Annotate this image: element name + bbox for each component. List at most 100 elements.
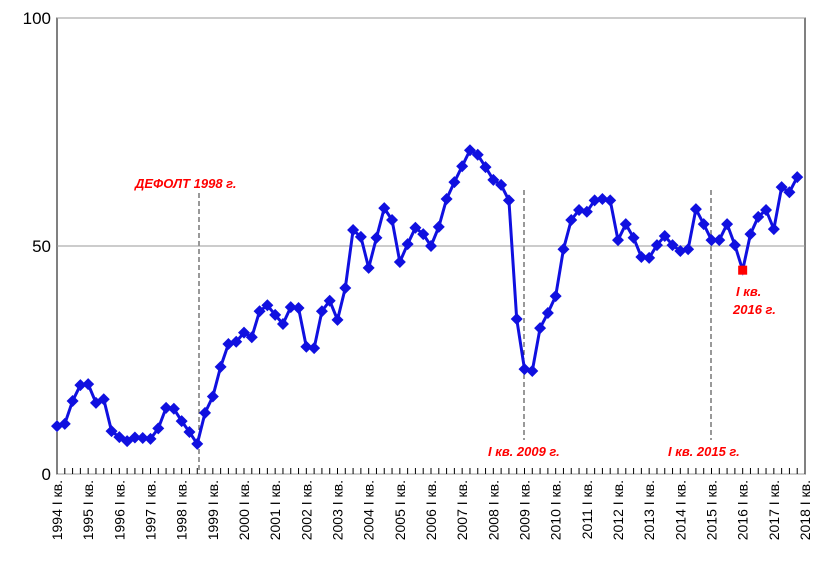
marker [82,378,95,391]
marker [331,313,344,326]
x-tick-label: 2008 I кв. [485,480,501,540]
marker [378,202,391,215]
marker [354,230,367,243]
marker [409,221,422,234]
marker [604,194,617,207]
x-tick-label: 2018 I кв. [797,480,813,540]
highlight-marker [738,265,748,275]
marker [199,406,212,419]
marker [370,231,383,244]
x-tick-label: 2012 I кв. [610,480,626,540]
marker [191,437,204,450]
x-tick-label: 2002 I кв. [298,480,314,540]
marker [144,432,157,445]
x-tick-label: 1995 I кв. [80,480,96,540]
x-tick-label: 2006 I кв. [423,480,439,540]
x-tick-label: 2014 I кв. [672,480,688,540]
annotation: I кв. 2015 г. [668,444,740,459]
marker [393,255,406,268]
annotation: ДЕФОЛТ 1998 г. [134,176,237,191]
marker [58,417,71,430]
marker [775,181,788,194]
x-tick-label: 2005 I кв. [392,480,408,540]
marker [214,360,227,373]
x-tick-label: 1997 I кв. [143,480,159,540]
marker [269,308,282,321]
marker [432,220,445,233]
marker [261,299,274,312]
x-tick-label: 2017 I кв. [766,480,782,540]
x-tick-label: 2003 I кв. [330,480,346,540]
marker [206,390,219,403]
x-tick-label: 1998 I кв. [174,480,190,540]
x-tick-label: 2001 I кв. [267,480,283,540]
annotation: I кв. 2009 г. [488,444,560,459]
marker [448,176,461,189]
marker [386,214,399,227]
marker [417,228,430,241]
marker [526,364,539,377]
x-tick-label: 1996 I кв. [111,480,127,540]
marker [713,234,726,247]
marker [744,228,757,241]
marker [253,305,266,318]
marker [565,214,578,227]
x-tick-label: 1994 I кв. [49,480,65,540]
marker [167,402,180,415]
marker [401,238,414,251]
marker [347,224,360,237]
marker [339,281,352,294]
marker [300,340,313,353]
x-tick-label: 1999 I кв. [205,480,221,540]
marker [502,194,515,207]
x-tick-label: 2015 I кв. [704,480,720,540]
marker [767,223,780,236]
y-tick-label: 100 [23,9,51,28]
marker [666,239,679,252]
marker [284,301,297,314]
marker [549,290,562,303]
marker [752,210,765,223]
marker [635,250,648,263]
marker [596,193,609,206]
marker [323,294,336,307]
marker [791,171,804,184]
y-tick-label: 50 [32,237,51,256]
marker [456,160,469,173]
marker [97,393,110,406]
marker [689,203,702,216]
marker [308,342,321,355]
marker [721,218,734,231]
marker [230,335,243,348]
marker [74,379,87,392]
marker [760,203,773,216]
marker [487,173,500,186]
marker [463,144,476,157]
x-tick-label: 2016 I кв. [735,480,751,540]
series-line [56,148,799,448]
marker [160,401,173,414]
marker [728,239,741,252]
marker [627,231,640,244]
marker [534,322,547,335]
y-tick-label: 0 [42,465,51,484]
marker [276,317,289,330]
x-tick-label: 2000 I кв. [236,480,252,540]
marker [66,395,79,408]
marker [541,307,554,320]
marker [612,234,624,247]
marker [783,186,796,199]
marker [362,261,375,274]
x-tick-label: 2009 I кв. [517,480,533,540]
x-tick-label: 2010 I кв. [548,480,564,540]
marker [650,239,663,252]
marker [292,302,305,315]
x-tick-label: 2011 I кв. [579,480,595,539]
annotation: 2016 г. [732,302,776,317]
marker [619,218,632,231]
marker [495,178,508,191]
marker [557,243,570,256]
marker [510,312,523,325]
marker [136,431,149,444]
